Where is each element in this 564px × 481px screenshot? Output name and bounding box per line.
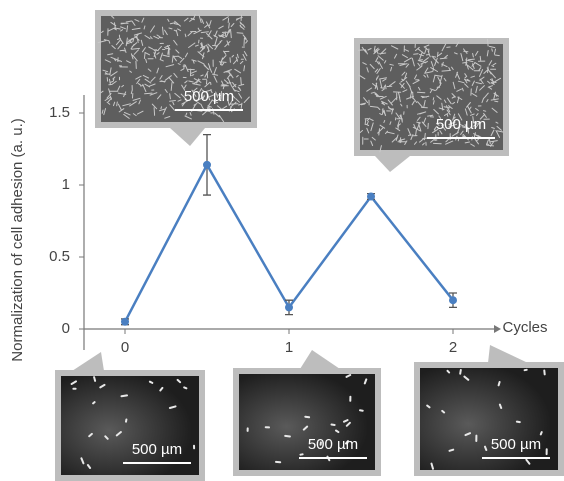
data-point [121,318,129,326]
x-tick-label: 1 [285,339,293,356]
scale-label: 500 µm [132,441,182,458]
y-tick-label: 0 [62,320,70,337]
callout [72,352,104,371]
y-tick-label: 0.5 [49,248,70,265]
data-point [367,193,375,201]
callout [488,345,528,363]
scale-label: 500 µm [491,436,541,453]
data-point [449,296,457,304]
scale-label: 500 µm [184,88,234,105]
micrograph [239,374,375,470]
scale-label: 500 µm [436,116,486,133]
micrograph-inset: 500 µm [354,38,509,172]
x-axis-label: Cycles [502,319,547,336]
x-tick-label: 0 [121,339,129,356]
micrograph-inset: 500 µm [414,345,564,476]
callout [170,128,205,146]
callout [375,156,410,172]
data-point [203,161,211,169]
data-point [285,303,293,311]
y-axis-label: Normalization of cell adhesion (a. u.) [9,118,26,361]
micrograph [420,368,558,470]
x-axis-arrow [494,325,501,333]
callout [300,350,340,369]
y-tick-label: 1.5 [49,104,70,121]
chart: Cycles Normalization of cell adhesion (a… [0,0,564,481]
x-tick-label: 2 [449,339,457,356]
micrograph-inset: 500 µm [55,352,205,481]
micrograph-inset: 500 µm [233,350,381,476]
data-line [125,165,453,322]
micrograph-inset: 500 µm [95,10,257,146]
y-tick-label: 1 [62,176,70,193]
scale-label: 500 µm [308,436,358,453]
